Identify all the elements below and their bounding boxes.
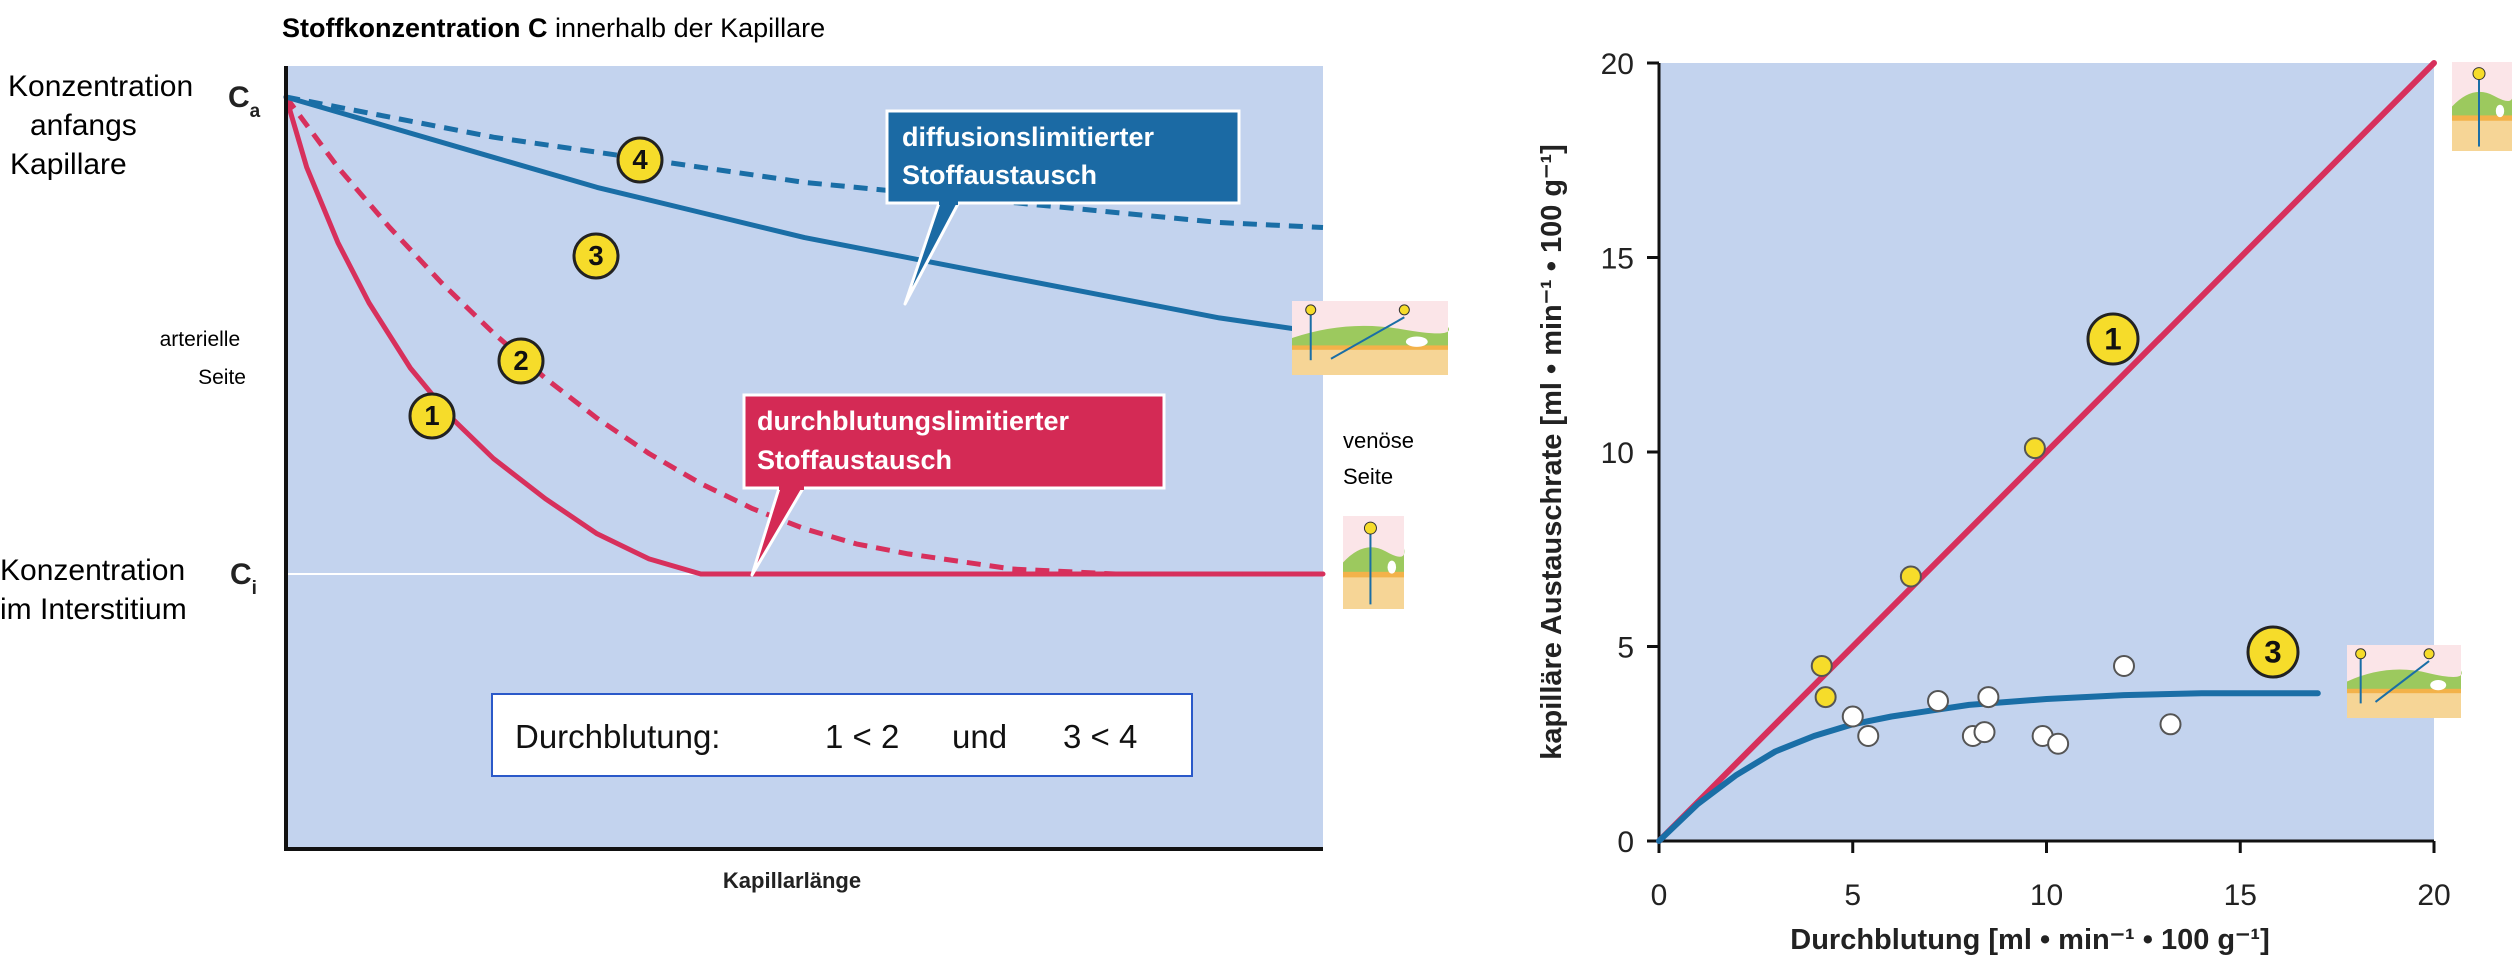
right-x-axis-label: Durchblutung [ml • min⁻¹ • 100 g⁻¹] bbox=[1790, 924, 2269, 956]
label-concentration-start: Konzentration anfangs Kapillare bbox=[8, 70, 201, 181]
data-point-white bbox=[2047, 732, 2070, 755]
curve-label-3: 3 bbox=[572, 232, 620, 280]
curve-3 bbox=[283, 94, 1326, 336]
svg-text:Durchblutung: 1 < 2: Durchblutung: 1 < 2 und 3 < 4 bbox=[515, 718, 1137, 755]
svg-text:2: 2 bbox=[513, 345, 528, 376]
illustration-perfusion-icon-right bbox=[2452, 62, 2512, 151]
callout-diffusion-line2: Stoffaustausch bbox=[902, 160, 1097, 190]
left-x-axis-label: Kapillarlänge bbox=[723, 868, 861, 893]
data-point-white bbox=[1973, 721, 1996, 744]
callout-perfusion-line2: Stoffaustausch bbox=[757, 445, 952, 475]
curve-label-4: 4 bbox=[616, 136, 664, 184]
svg-text:1: 1 bbox=[424, 400, 439, 431]
y-tick-label-0: 0 bbox=[1617, 826, 1634, 859]
label-venous-side: venöse Seite bbox=[1343, 428, 1420, 489]
data-point-white bbox=[1927, 689, 1949, 712]
y-tick-ca: Ca bbox=[228, 81, 261, 122]
label-arterial-side: arterielle Seite bbox=[160, 328, 246, 389]
svg-text:durchblutungslimitierter: durchblutungslimitierter Stoffaustausch bbox=[757, 406, 1077, 475]
callout-perfusion: durchblutungslimitierter Stoffaustausch bbox=[742, 393, 1166, 577]
illustration-perfusion-icon bbox=[1343, 516, 1405, 609]
callout-perfusion-line1: durchblutungslimitierter bbox=[757, 406, 1070, 436]
svg-text:1: 1 bbox=[2104, 322, 2121, 357]
x-tick-label-5: 5 bbox=[1844, 879, 1861, 912]
data-point-white bbox=[1977, 686, 2000, 709]
right-y-axis-label: kapilläre Austauschrate [ml • min⁻¹ • 10… bbox=[1536, 144, 1568, 760]
data-point-white bbox=[1857, 724, 1880, 747]
label-concentration-interstitium: Konzentration im Interstitium bbox=[0, 554, 193, 626]
callout-diffusion: diffusionslimitierter Stoffaustausch bbox=[885, 109, 1241, 306]
y-tick-label-5: 5 bbox=[1617, 632, 1634, 665]
y-tick-label-10: 10 bbox=[1601, 437, 1634, 470]
curve-label-3: 3 bbox=[2246, 625, 2300, 679]
data-point-yellow bbox=[1810, 654, 1833, 677]
data-point-white bbox=[2159, 713, 2182, 736]
illustration-diffusion-icon bbox=[1292, 301, 1449, 375]
y-tick-label-20: 20 bbox=[1601, 48, 1634, 81]
x-tick-label-10: 10 bbox=[2030, 879, 2063, 912]
svg-text:3: 3 bbox=[2264, 635, 2281, 670]
curve-2 bbox=[283, 95, 1323, 577]
curve-label-1: 1 bbox=[408, 392, 456, 440]
callout-diffusion-line1: diffusionslimitierter bbox=[902, 122, 1155, 152]
x-tick-label-15: 15 bbox=[2224, 879, 2257, 912]
svg-text:4: 4 bbox=[632, 144, 648, 175]
curve-label-1: 1 bbox=[2086, 312, 2140, 366]
x-tick-label-20: 20 bbox=[2417, 879, 2450, 912]
svg-text:diffusionslimitierter St: diffusionslimitierter Stoffaustausch bbox=[902, 122, 1162, 190]
data-point-yellow bbox=[1899, 565, 1922, 588]
data-point-yellow bbox=[1814, 686, 1837, 709]
perfusion-note-box: Durchblutung: 1 < 2 und 3 < 4 bbox=[491, 693, 1193, 777]
data-point-white bbox=[1841, 705, 1864, 728]
series-1 bbox=[1656, 60, 2437, 844]
data-point-yellow bbox=[2023, 437, 2046, 460]
data-point-white bbox=[2113, 654, 2135, 677]
curve-label-2: 2 bbox=[497, 337, 545, 385]
svg-text:3: 3 bbox=[588, 240, 603, 271]
left-chart-title: Stoffkonzentration C innerhalb der Kapil… bbox=[282, 13, 825, 43]
y-tick-label-15: 15 bbox=[1601, 243, 1634, 276]
illustration-diffusion-icon-right bbox=[2347, 645, 2462, 718]
y-tick-ci: Ci bbox=[230, 558, 257, 599]
curve-1 bbox=[283, 94, 1326, 577]
x-tick-label-0: 0 bbox=[1651, 879, 1668, 912]
series-3 bbox=[1656, 690, 2321, 844]
